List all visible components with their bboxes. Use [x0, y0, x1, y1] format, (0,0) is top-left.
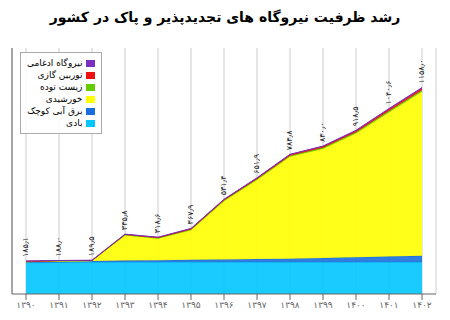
- svg-text:۱۴۰۲: ۱۴۰۲: [412, 300, 432, 310]
- svg-text:۶۵۱٫۹: ۶۵۱٫۹: [253, 154, 262, 174]
- svg-text:۱۳۹۳: ۱۳۹۳: [115, 300, 135, 310]
- svg-text:۷۸۳٫۸: ۷۸۳٫۸: [286, 130, 295, 150]
- svg-text:۱۸۹٫۵: ۱۸۹٫۵: [88, 236, 97, 256]
- svg-text:۹۱۸٫۵: ۹۱۸٫۵: [352, 106, 361, 126]
- svg-text:۱۳۹۱: ۱۳۹۱: [49, 300, 68, 310]
- svg-text:۱۱۵۸٫۰: ۱۱۵۸٫۰: [418, 59, 427, 83]
- html-text:زیست توده: زیست توده: [40, 82, 83, 92]
- svg-text:۳۳۵٫۸: ۳۳۵٫۸: [121, 210, 130, 230]
- svg-text:۱۳۹۶: ۱۳۹۶: [214, 300, 234, 310]
- svg-text:۳۱۸٫۶: ۳۱۸٫۶: [154, 213, 163, 233]
- html-text:بادی: بادی: [66, 118, 83, 128]
- svg-text:۱۸۵٫۱: ۱۸۵٫۱: [22, 237, 31, 257]
- svg-text:۳۶۷٫۹: ۳۶۷٫۹: [187, 205, 196, 225]
- html-text:توربین گازی: توربین گازی: [37, 70, 83, 80]
- svg-text:۱۴۰۱: ۱۴۰۱: [379, 300, 398, 310]
- svg-text:۱۳۹۹: ۱۳۹۹: [313, 300, 333, 310]
- svg-text:۱۳۹۵: ۱۳۹۵: [181, 300, 201, 310]
- svg-text:۱۳۹۰: ۱۳۹۰: [16, 300, 35, 310]
- html-text:نیروگاه ادغامی: نیروگاه ادغامی: [27, 58, 83, 68]
- html-text:برق آبی کوچک: برق آبی کوچک: [27, 106, 83, 116]
- html-text:رشد ظرفیت نیروگاه های تجدیدپذی: رشد ظرفیت نیروگاه های تجدیدپذیر و پاک در…: [49, 9, 401, 25]
- svg-text:۱۳۹۴: ۱۳۹۴: [148, 300, 168, 310]
- svg-text:۱۳۹۲: ۱۳۹۲: [82, 300, 102, 310]
- svg-text:۱۴۰۰: ۱۴۰۰: [346, 300, 365, 310]
- svg-text:۱۳۹۷: ۱۳۹۷: [247, 300, 267, 310]
- svg-text:۵۳۱٫۴: ۵۳۱٫۴: [220, 175, 229, 195]
- svg-text:۱۳۹۸: ۱۳۹۸: [280, 300, 300, 310]
- svg-text:۱۸۸٫۰: ۱۸۸٫۰: [55, 237, 64, 257]
- svg-text:۸۳۰٫۰: ۸۳۰٫۰: [319, 122, 328, 142]
- html-text:خورشیدی: خورشیدی: [45, 94, 83, 104]
- svg-text:۱۰۴۰٫۶: ۱۰۴۰٫۶: [385, 80, 394, 104]
